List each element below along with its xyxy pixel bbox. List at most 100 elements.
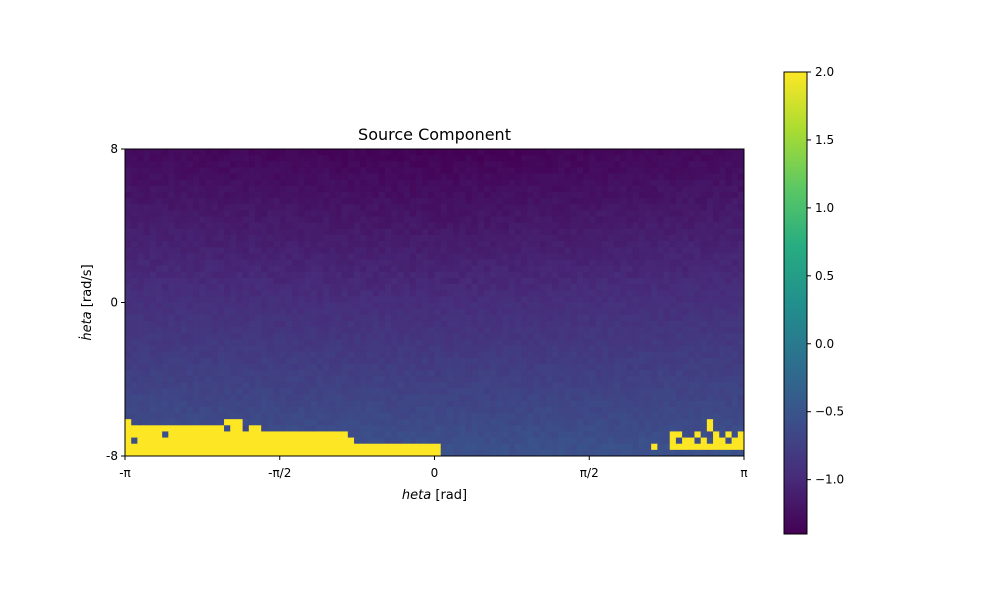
heatmap-cell [267,449,275,457]
heatmap-cell [539,363,547,371]
heatmap-cell [490,155,497,162]
heatmap-cell [638,413,646,420]
heatmap-cell [626,320,634,328]
heatmap-cell [632,394,640,402]
heatmap-cell [700,443,708,451]
heatmap-cell [143,394,151,402]
heatmap-cell [471,437,479,445]
heatmap-cell [576,161,584,168]
heatmap-cell [211,210,219,218]
heatmap-cell [570,419,578,426]
heatmap-cell [533,357,541,365]
heatmap-cell [428,155,435,162]
heatmap-cell [669,241,677,248]
heatmap-cell [682,241,689,248]
heatmap-cell [248,253,256,261]
heatmap-cell [465,419,473,426]
heatmap-cell [131,400,138,408]
heatmap-cell [273,376,281,383]
heatmap-cell [533,302,541,310]
heatmap-cell [675,155,683,162]
heatmap-cell [310,339,318,346]
heatmap-cell [199,431,206,439]
heatmap-cell [409,198,417,205]
heatmap-cell [719,370,726,377]
heatmap-cell [304,370,312,377]
heatmap-cell [310,185,318,193]
heatmap-cell [521,228,528,236]
heatmap-cell [323,449,330,457]
heatmap-cell [607,302,615,310]
heatmap-cell [545,370,553,377]
heatmap-cell [459,167,466,175]
heatmap-cell [508,234,516,242]
heatmap-cell [230,431,237,439]
heatmap-cell [131,370,138,377]
heatmap-cell [162,296,169,303]
heatmap-cell [706,357,714,365]
heatmap-cell [428,179,435,187]
heatmap-cell [360,191,367,199]
heatmap-cell [174,382,182,389]
heatmap-cell [713,357,720,365]
heatmap-cell [149,222,157,230]
heatmap-cell [323,413,330,420]
heatmap-cell [174,314,182,322]
heatmap-cell [335,198,343,205]
heatmap-cell [521,179,528,187]
heatmap-cell [137,327,145,334]
heatmap-cell [545,388,553,396]
heatmap-cell [663,265,671,273]
heatmap-cell [564,265,572,273]
heatmap-cell [391,247,398,254]
heatmap-cell [217,437,225,445]
heatmap-cell [186,155,194,162]
heatmap-cell [607,210,615,218]
heatmap-cell [545,271,553,279]
heatmap-cell [576,271,584,279]
heatmap-cell [576,406,584,414]
heatmap-cell [737,370,745,377]
heatmap-cell [384,388,392,396]
heatmap-cell [477,185,485,193]
heatmap-cell [174,308,182,316]
heatmap-cell [564,253,572,261]
heatmap-cell [224,247,231,254]
heatmap-cell [694,210,702,218]
heatmap-cell [224,333,231,340]
heatmap-cell [576,277,584,285]
heatmap-cell [236,382,244,389]
heatmap-cell [620,357,627,365]
heatmap-cell [186,185,194,193]
heatmap-cell [137,413,145,420]
heatmap-cell [409,191,417,199]
heatmap-cell [459,265,466,273]
heatmap-cell [682,290,689,297]
heatmap-cell [496,351,504,359]
heatmap-cell [422,228,429,236]
heatmap-cell [304,431,312,439]
heatmap-cell [583,191,590,199]
heatmap-cell [292,314,299,322]
heatmap-cell [397,173,405,181]
heatmap-cell [725,413,733,420]
heatmap-cell [193,296,200,303]
heatmap-cell [285,185,293,193]
heatmap-cell [657,425,665,432]
heatmap-cell [539,234,547,242]
heatmap-cell [669,198,677,205]
heatmap-cell [465,277,473,285]
heatmap-cell [502,413,510,420]
heatmap-cell [236,357,244,365]
heatmap-cell [211,185,219,193]
heatmap-cell [700,413,708,420]
heatmap-cell [521,449,528,457]
heatmap-cell [731,222,739,230]
heatmap-cell [620,345,627,353]
heatmap-cell [341,253,349,261]
heatmap-cell [397,370,405,377]
heatmap-cell [446,431,454,439]
heatmap-cell [484,149,491,156]
heatmap-cell [700,419,708,426]
heatmap-cell [384,210,392,218]
